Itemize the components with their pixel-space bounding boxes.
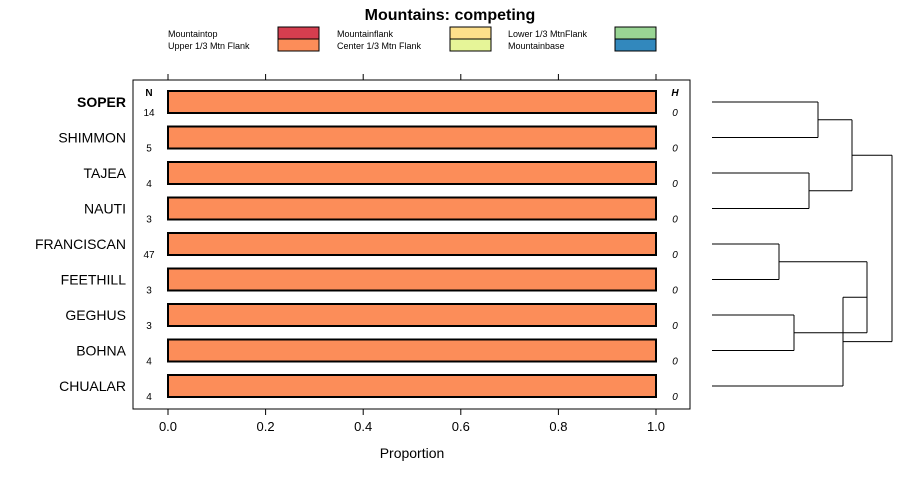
x-tick-label: 0.4 — [354, 419, 372, 434]
legend-label: Mountaintop — [168, 29, 218, 39]
n-header: N — [145, 88, 152, 99]
h-value: 0 — [672, 357, 678, 368]
h-header: H — [671, 88, 679, 99]
n-value: 47 — [143, 250, 155, 261]
legend-swatch — [449, 38, 492, 52]
category-label: FRANCISCAN — [35, 236, 126, 252]
h-value: 0 — [672, 144, 678, 155]
bar-segment — [167, 196, 657, 221]
legend-label: Center 1/3 Mtn Flank — [337, 41, 422, 51]
category-label: CHUALAR — [59, 378, 126, 394]
legend-swatch — [449, 26, 492, 40]
bar-segment — [167, 303, 657, 327]
category-label: BOHNA — [76, 343, 126, 359]
h-value: 0 — [672, 286, 678, 297]
n-value: 4 — [146, 392, 152, 403]
legend: Mountaintop Upper 1/3 Mtn Flank Mountainfl… — [168, 26, 657, 52]
category-label: NAUTI — [84, 201, 126, 217]
x-tick-label: 1.0 — [647, 419, 665, 434]
h-value: 0 — [672, 250, 678, 261]
bar-segment — [167, 338, 657, 363]
x-tick-label: 0.8 — [549, 419, 567, 434]
bar-segment — [167, 374, 657, 398]
h-value: 0 — [672, 321, 678, 332]
n-value: 3 — [146, 215, 152, 226]
legend-swatch — [614, 38, 657, 52]
dendrogram — [712, 101, 893, 387]
h-value: 0 — [672, 392, 678, 403]
bar-segment — [167, 125, 657, 150]
category-label: FEETHILL — [61, 272, 127, 288]
category-label: GEGHUS — [65, 307, 126, 323]
bar-segment — [167, 90, 657, 114]
bar-segment — [167, 267, 657, 292]
n-value: 4 — [146, 357, 152, 368]
x-axis-label: Proportion — [380, 445, 445, 461]
x-tick-label: 0.0 — [159, 419, 177, 434]
n-value: 3 — [146, 286, 152, 297]
bar-segment — [167, 161, 657, 185]
chart-title: Mountains: competing — [365, 7, 536, 24]
bars: SOPER 14 0 SHIMMON 5 0 TAJEA 4 0 NAUTI 3 0 FRANCISCA… — [35, 90, 678, 403]
legend-swatch — [277, 26, 320, 40]
h-value: 0 — [672, 108, 678, 119]
category-label: SHIMMON — [58, 130, 126, 146]
legend-swatch — [277, 38, 320, 52]
n-value: 4 — [146, 179, 152, 190]
legend-swatch — [614, 26, 657, 40]
n-value: 14 — [143, 108, 155, 119]
n-value: 3 — [146, 321, 152, 332]
h-value: 0 — [672, 179, 678, 190]
legend-label: Mountainflank — [337, 29, 394, 39]
n-value: 5 — [146, 144, 152, 155]
h-value: 0 — [672, 215, 678, 226]
x-tick-label: 0.2 — [257, 419, 275, 434]
x-tick-label: 0.6 — [452, 419, 470, 434]
category-label: SOPER — [77, 94, 126, 110]
plot-frame — [132, 79, 691, 410]
legend-label: Upper 1/3 Mtn Flank — [168, 41, 250, 51]
category-label: TAJEA — [83, 165, 126, 181]
legend-label: Lower 1/3 MtnFlank — [508, 29, 588, 39]
bar-segment — [167, 232, 657, 256]
legend-label: Mountainbase — [508, 41, 565, 51]
x-axis: 0.0 0.2 0.4 0.6 0.8 1.0 — [159, 74, 665, 434]
